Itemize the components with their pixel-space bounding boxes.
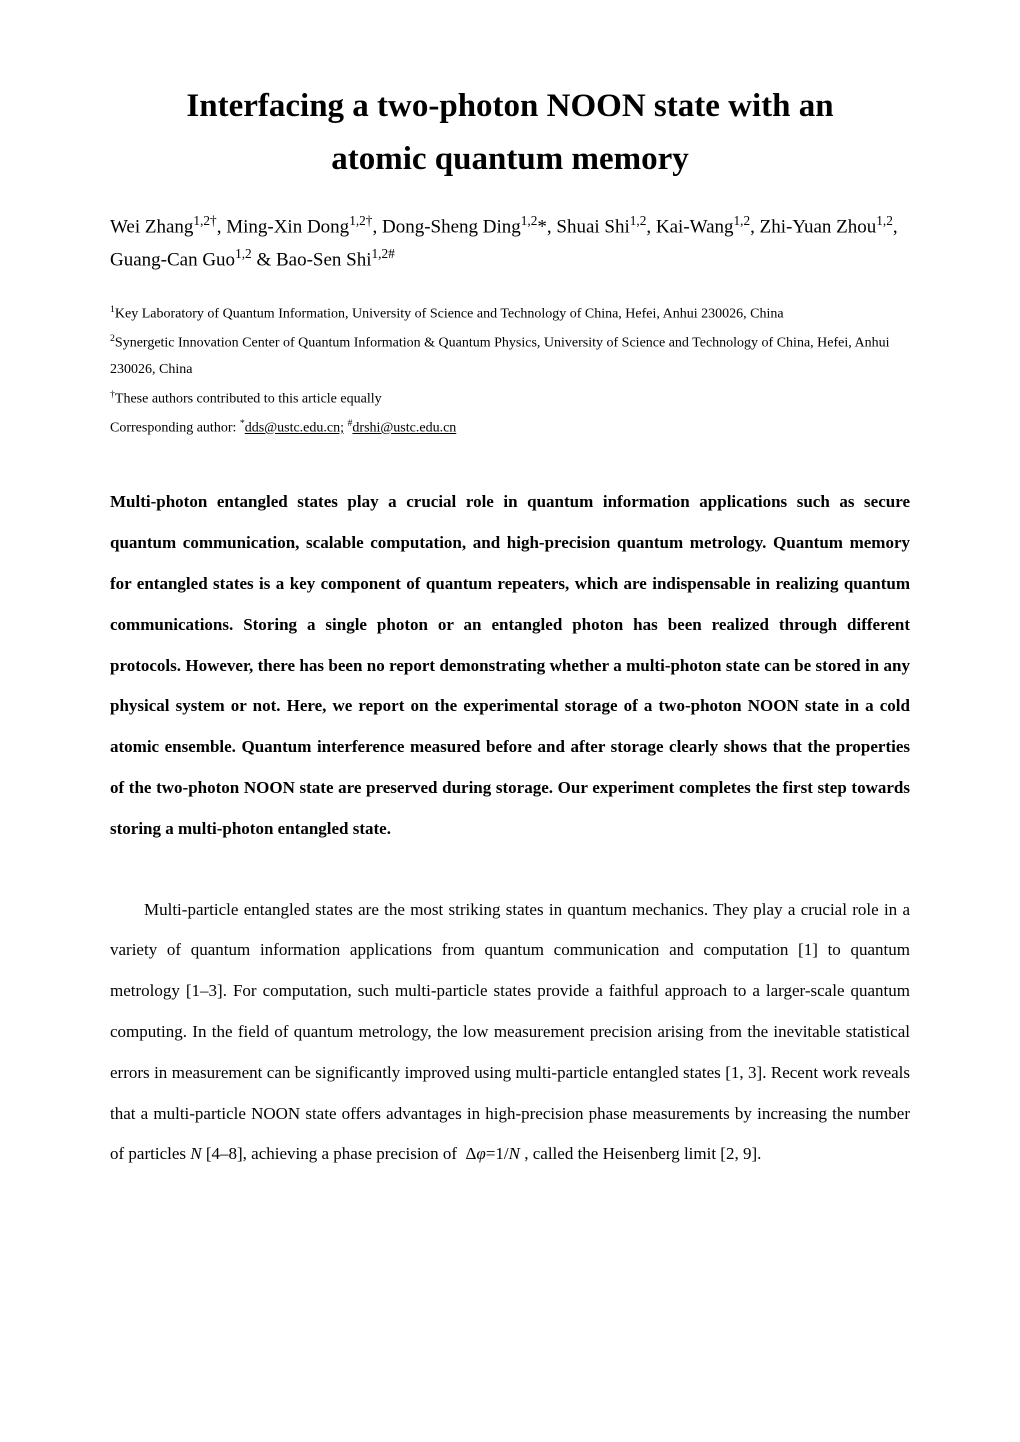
abstract-text: Multi-photon entangled states play a cru… [110, 482, 910, 849]
affiliation-2: 2Synergetic Innovation Center of Quantum… [110, 330, 910, 384]
author-list: Wei Zhang1,2†, Ming-Xin Dong1,2†, Dong-S… [110, 210, 910, 277]
title-line-1: Interfacing a two-photon NOON state with… [186, 88, 833, 124]
equal-contribution-note: †These authors contributed to this artic… [110, 386, 910, 413]
paper-title: Interfacing a two-photon NOON state with… [110, 80, 910, 186]
title-line-2: atomic quantum memory [331, 141, 688, 177]
corresponding-author: Corresponding author: *dds@ustc.edu.cn; … [110, 415, 910, 442]
intro-paragraph: Multi-particle entangled states are the … [110, 890, 910, 1176]
body-paragraph: Multi-particle entangled states are the … [110, 890, 910, 1176]
affiliation-1: 1Key Laboratory of Quantum Information, … [110, 301, 910, 328]
affiliations-block: 1Key Laboratory of Quantum Information, … [110, 301, 910, 443]
